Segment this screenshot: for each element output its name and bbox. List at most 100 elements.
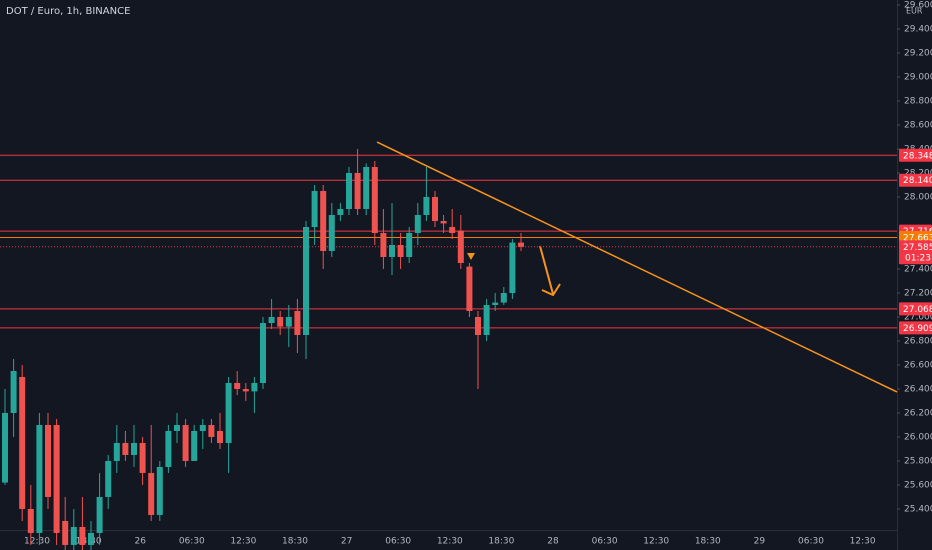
- arrow: [539, 245, 554, 295]
- y-tick-label: 27.400: [904, 265, 932, 275]
- y-tick-label: 28.000: [904, 193, 932, 203]
- candle-body: [260, 322, 266, 383]
- candle-body: [27, 508, 34, 533]
- price-label: 28.348: [903, 151, 932, 161]
- candle-body: [199, 424, 206, 431]
- x-tick-label: 12:30: [643, 537, 669, 547]
- candle-body: [19, 376, 26, 509]
- candle-body: [328, 215, 335, 252]
- price-label: 28.140: [903, 176, 932, 186]
- candle-body: [440, 221, 447, 224]
- candle-body: [148, 472, 155, 515]
- price-label: 27.068: [903, 305, 932, 315]
- candle-body: [174, 424, 180, 431]
- candle-body: [88, 532, 94, 545]
- candle-body: [234, 382, 241, 389]
- candle-body: [105, 460, 112, 497]
- chart-title: DOT / Euro, 1h, BINANCE: [6, 6, 130, 17]
- x-tick-label: 12:30: [24, 537, 50, 547]
- y-tick-label: 29.400: [904, 25, 932, 35]
- candle-body: [406, 233, 413, 258]
- y-tick-label: 29.000: [904, 73, 932, 83]
- candle-body: [475, 316, 481, 335]
- candle-body: [483, 304, 490, 335]
- x-tick-label: 27: [341, 537, 352, 547]
- candle-body: [449, 227, 456, 234]
- y-tick-label: 26.800: [904, 336, 932, 346]
- x-tick-label: 18:30: [488, 537, 514, 547]
- countdown: 01:23: [905, 253, 931, 263]
- y-tick-label: 28.200: [904, 169, 932, 179]
- x-tick-label: 28: [547, 537, 559, 547]
- last-price-label: 27.585: [903, 243, 932, 253]
- trend-line: [376, 141, 898, 393]
- y-tick-label: 25.600: [904, 480, 932, 490]
- candle-body: [225, 382, 232, 443]
- x-tick-label: 06:30: [592, 537, 618, 547]
- price-label: 26.909: [903, 324, 932, 334]
- y-tick-label: 29.200: [904, 49, 932, 59]
- candle-body: [432, 197, 438, 222]
- y-tick-label: 26.000: [904, 432, 932, 442]
- x-tick-label: 29: [754, 537, 766, 547]
- candle-body: [354, 173, 361, 210]
- candle-body: [466, 266, 473, 311]
- price-label-box: [899, 321, 932, 335]
- price-label-box: [899, 173, 932, 187]
- x-tick-label: 18:30: [282, 537, 308, 547]
- price-label-box: [899, 148, 932, 162]
- candle-body: [131, 442, 137, 455]
- y-tick-label: 25.800: [904, 456, 932, 466]
- candle-body: [397, 245, 404, 258]
- x-tick-label: 12:30: [230, 537, 256, 547]
- candle-body: [294, 310, 301, 335]
- candle-body: [156, 466, 163, 515]
- y-tick-label: 26.400: [904, 384, 932, 394]
- x-tick-label: 12:30: [437, 537, 463, 547]
- candle-body: [165, 430, 172, 467]
- candle-body: [346, 173, 352, 210]
- candle-body: [113, 442, 120, 461]
- candle-body: [320, 191, 327, 252]
- candle-body: [380, 233, 387, 258]
- candle-body: [389, 245, 395, 258]
- candle-body: [96, 496, 103, 533]
- y-tick-label: 26.600: [904, 360, 932, 370]
- y-tick-label: 28.600: [904, 121, 932, 131]
- x-tick-label: 26: [134, 537, 146, 547]
- candle-body: [423, 197, 430, 216]
- candle-body: [414, 215, 421, 234]
- y-tick-label: 25.400: [904, 504, 932, 514]
- candle-body: [337, 209, 344, 216]
- y-tick-label: 29.600: [904, 1, 932, 11]
- candle-body: [10, 370, 17, 413]
- candle-body: [217, 430, 223, 443]
- candle-body: [311, 191, 318, 228]
- x-tick-label: 06:30: [179, 537, 205, 547]
- annotations: [467, 245, 561, 297]
- x-tick-label: 12:30: [850, 537, 876, 547]
- candle-body: [191, 430, 198, 461]
- y-tick-label: 27.000: [904, 312, 932, 322]
- candle-body: [62, 520, 69, 545]
- y-tick-label: 26.200: [904, 408, 932, 418]
- candle-body: [268, 316, 275, 323]
- candle-body: [509, 242, 516, 293]
- candle-body: [53, 424, 60, 533]
- marker: [467, 253, 475, 260]
- candle-body: [45, 424, 51, 497]
- candle-body: [518, 242, 524, 247]
- candle-body: [182, 424, 189, 461]
- currency: EUR: [906, 7, 923, 16]
- arrow-head: [541, 283, 561, 297]
- y-tick-label: 27.200: [904, 288, 932, 298]
- candle-body: [500, 292, 507, 303]
- candle-body: [492, 302, 499, 305]
- y-tick-label: 28.800: [904, 97, 932, 107]
- candle-body: [251, 382, 258, 392]
- candle-body: [79, 526, 86, 545]
- candle-body: [70, 526, 77, 545]
